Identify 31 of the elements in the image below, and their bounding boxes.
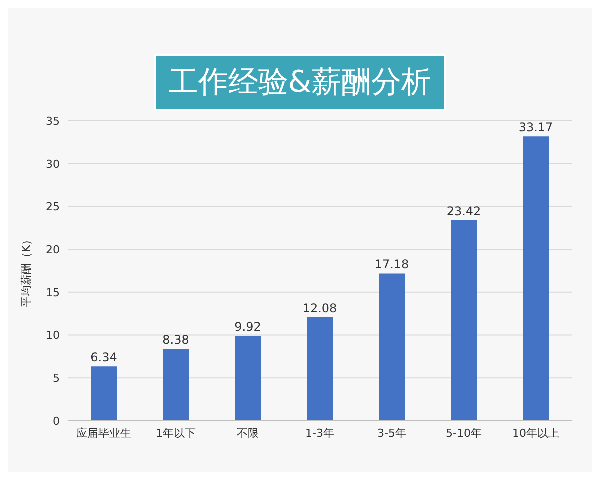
y-tick-label: 30 [46, 158, 60, 171]
x-tick-label: 不限 [237, 426, 259, 440]
x-tick-label: 3-5年 [378, 426, 406, 440]
data-label: 33.17 [518, 120, 554, 135]
data-label: 23.42 [446, 204, 482, 218]
x-tick-label: 5-10年 [446, 426, 482, 440]
y-tick-label: 20 [46, 243, 60, 256]
bar [379, 274, 405, 421]
y-tick-label: 35 [46, 114, 60, 128]
y-tick-label: 15 [46, 286, 60, 300]
y-axis-title: 平均薪酬（K） [20, 234, 33, 308]
data-label: 8.38 [162, 333, 190, 348]
x-tick-label: 10年以上 [512, 426, 560, 440]
data-label: 17.18 [374, 258, 410, 272]
bar [91, 366, 117, 421]
y-tick-label: 5 [53, 372, 60, 386]
bar [451, 220, 477, 421]
bar [163, 349, 189, 421]
y-tick-label: 25 [46, 200, 60, 214]
bar [235, 336, 261, 421]
data-label: 12.08 [302, 301, 338, 316]
x-tick-label: 应届毕业生 [76, 426, 132, 440]
data-label: 6.34 [90, 350, 118, 365]
x-tick-label: 1年以下 [156, 426, 196, 440]
y-tick-label: 10 [46, 329, 60, 342]
bar [523, 136, 549, 421]
y-tick-label: 0 [53, 414, 60, 428]
x-tick-label: 1-3年 [306, 426, 334, 440]
chart-title: 工作经验&薪酬分析 [154, 54, 446, 111]
bar [307, 317, 333, 421]
data-label: 9.92 [234, 320, 262, 334]
